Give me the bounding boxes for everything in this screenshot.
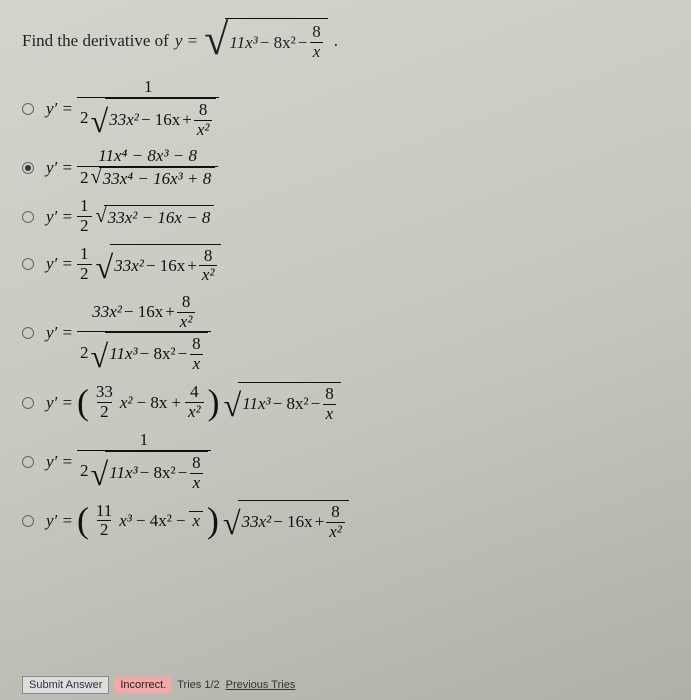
radio-icon[interactable] bbox=[22, 103, 34, 115]
question-prompt: Find the derivative of y = √ 11x³ − 8x² … bbox=[22, 18, 669, 64]
tries-text: Tries 1/2 bbox=[177, 679, 219, 691]
previous-tries-link[interactable]: Previous Tries bbox=[226, 679, 296, 691]
prompt-text: Find the derivative of bbox=[22, 31, 169, 51]
footer-bar: Submit Answer Incorrect. Tries 1/2 Previ… bbox=[22, 676, 295, 694]
options-list: y′ = 1 2 √ 33x² − 16x + 8 bbox=[22, 78, 669, 541]
radio-icon[interactable] bbox=[22, 162, 34, 174]
option-8[interactable]: y′ = ( 11 2 x³ − 4x² − x ) √ 33x² bbox=[22, 500, 669, 541]
option-2[interactable]: y′ = 11x⁴ − 8x³ − 8 2 √ 33x⁴ − 16x³ + 8 bbox=[22, 147, 669, 189]
radio-icon[interactable] bbox=[22, 515, 34, 527]
option-6[interactable]: y′ = ( 33 2 x² − 8x + 4 x² ) √ 11x³ bbox=[22, 382, 669, 423]
radio-icon[interactable] bbox=[22, 327, 34, 339]
option-3[interactable]: y′ = 1 2 √ 33x² − 16x − 8 bbox=[22, 197, 669, 235]
question-sqrt: √ 11x³ − 8x² − 8 x bbox=[204, 18, 328, 64]
status-badge: Incorrect. bbox=[115, 677, 171, 693]
option-4[interactable]: y′ = 1 2 √ 33x² − 16x + 8 x² bbox=[22, 244, 669, 285]
option-1-frac: 1 2 √ 33x² − 16x + 8 x² bbox=[77, 78, 219, 139]
radio-icon[interactable] bbox=[22, 397, 34, 409]
radio-icon[interactable] bbox=[22, 456, 34, 468]
radio-icon[interactable] bbox=[22, 258, 34, 270]
option-7[interactable]: y′ = 1 2 √ 11x³ − 8x² − 8 bbox=[22, 431, 669, 492]
submit-button[interactable]: Submit Answer bbox=[22, 676, 109, 694]
radio-icon[interactable] bbox=[22, 211, 34, 223]
option-1[interactable]: y′ = 1 2 √ 33x² − 16x + 8 bbox=[22, 78, 669, 139]
option-5[interactable]: y′ = 33x² − 16x + 8 x² 2 √ bbox=[22, 293, 669, 374]
question-lhs: y = bbox=[175, 31, 198, 51]
option-2-frac: 11x⁴ − 8x³ − 8 2 √ 33x⁴ − 16x³ + 8 bbox=[77, 147, 218, 189]
